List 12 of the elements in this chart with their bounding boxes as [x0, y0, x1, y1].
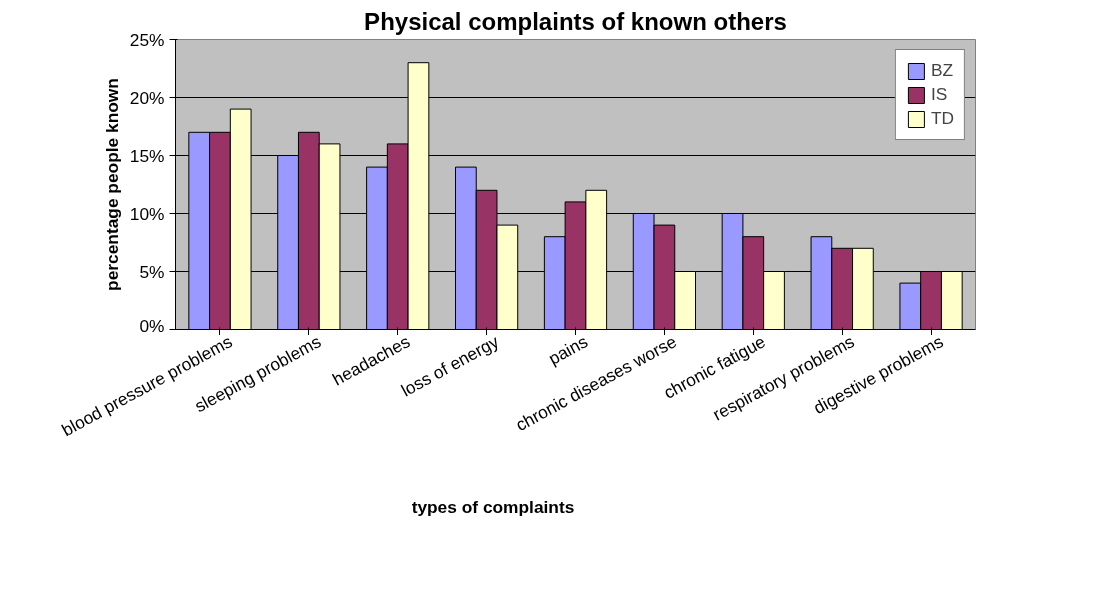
legend-label: IS	[930, 84, 949, 105]
legend-label: BZ	[930, 60, 954, 81]
y-tick-label: 0%	[139, 315, 165, 336]
y-tick-label: 25%	[129, 29, 165, 50]
y-tick-label: 10%	[129, 203, 165, 224]
y-tick-label: 5%	[139, 261, 165, 282]
legend-label: TD	[930, 108, 954, 129]
y-tick-label: 20%	[129, 87, 165, 108]
chart-title: Physical complaints of known others	[364, 7, 787, 35]
y-tick-label: 15%	[129, 145, 165, 166]
y-axis-title: percentage people known	[101, 78, 122, 291]
x-axis-title: types of complaints	[411, 496, 575, 517]
